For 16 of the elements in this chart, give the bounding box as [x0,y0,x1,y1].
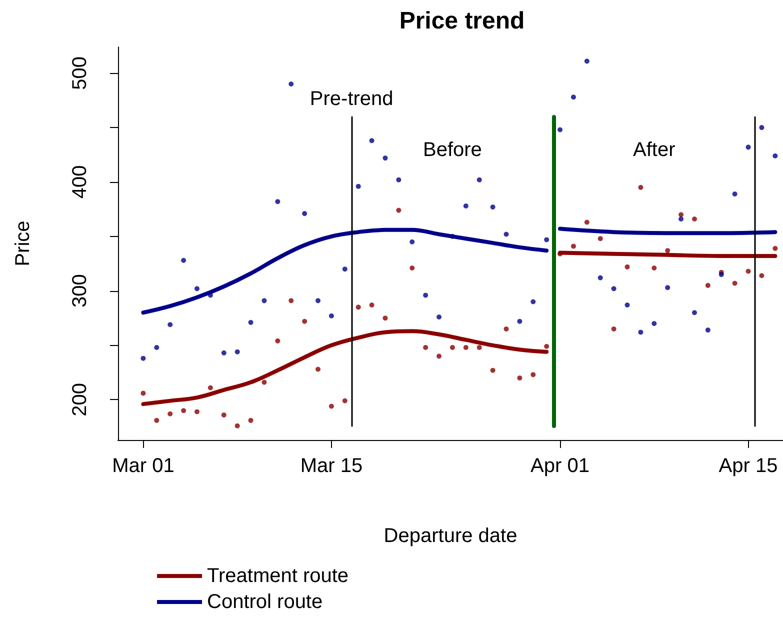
y-tick-label: 200 [69,383,91,416]
x-tick-label: Mar 15 [300,455,363,477]
legend-label: Control route [207,591,323,613]
y-tick-label: 500 [69,56,91,90]
y-axis-title: Price [12,220,34,266]
chart-title: Price trend [399,8,525,34]
y-tick-label: 400 [69,165,91,199]
annotation: After [633,139,676,161]
annotation: Before [422,139,482,161]
legend-label: Treatment route [207,565,349,587]
y-tick-label: 300 [69,274,91,308]
x-axis-title: Departure date [384,525,518,547]
x-tick-label: Apr 01 [530,455,590,477]
x-tick-label: Mar 01 [112,455,174,477]
x-tick-label: Apr 15 [718,455,778,477]
ref-line-label: Pre-trend [310,88,394,110]
